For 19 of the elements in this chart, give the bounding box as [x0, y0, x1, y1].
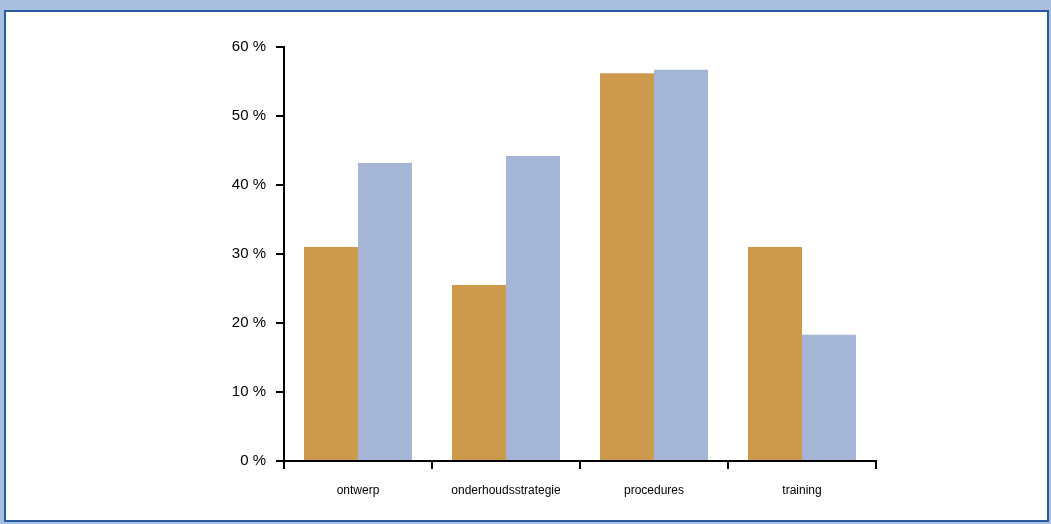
- bar: [747, 247, 802, 460]
- y-tick-label: 30 %: [231, 244, 266, 262]
- bar: [303, 247, 358, 460]
- bar: [802, 334, 857, 460]
- bar: [599, 73, 654, 460]
- y-tick-label: 40 %: [231, 175, 266, 193]
- bar: [506, 156, 561, 460]
- x-tick-label: training: [782, 482, 822, 497]
- bar: [358, 162, 413, 460]
- x-tick-label: procedures: [623, 482, 685, 497]
- bar: [451, 285, 506, 460]
- y-tick-label: 0 %: [240, 451, 266, 469]
- x-tick-label: onderhoudsstrategie: [451, 482, 562, 497]
- x-tick-label: ontwerp: [336, 482, 380, 497]
- bar: [654, 69, 709, 460]
- y-tick-label: 50 %: [231, 106, 266, 124]
- y-tick-label: 10 %: [231, 382, 266, 400]
- y-tick-label: 20 %: [231, 313, 266, 331]
- y-tick-label: 60 %: [231, 37, 266, 55]
